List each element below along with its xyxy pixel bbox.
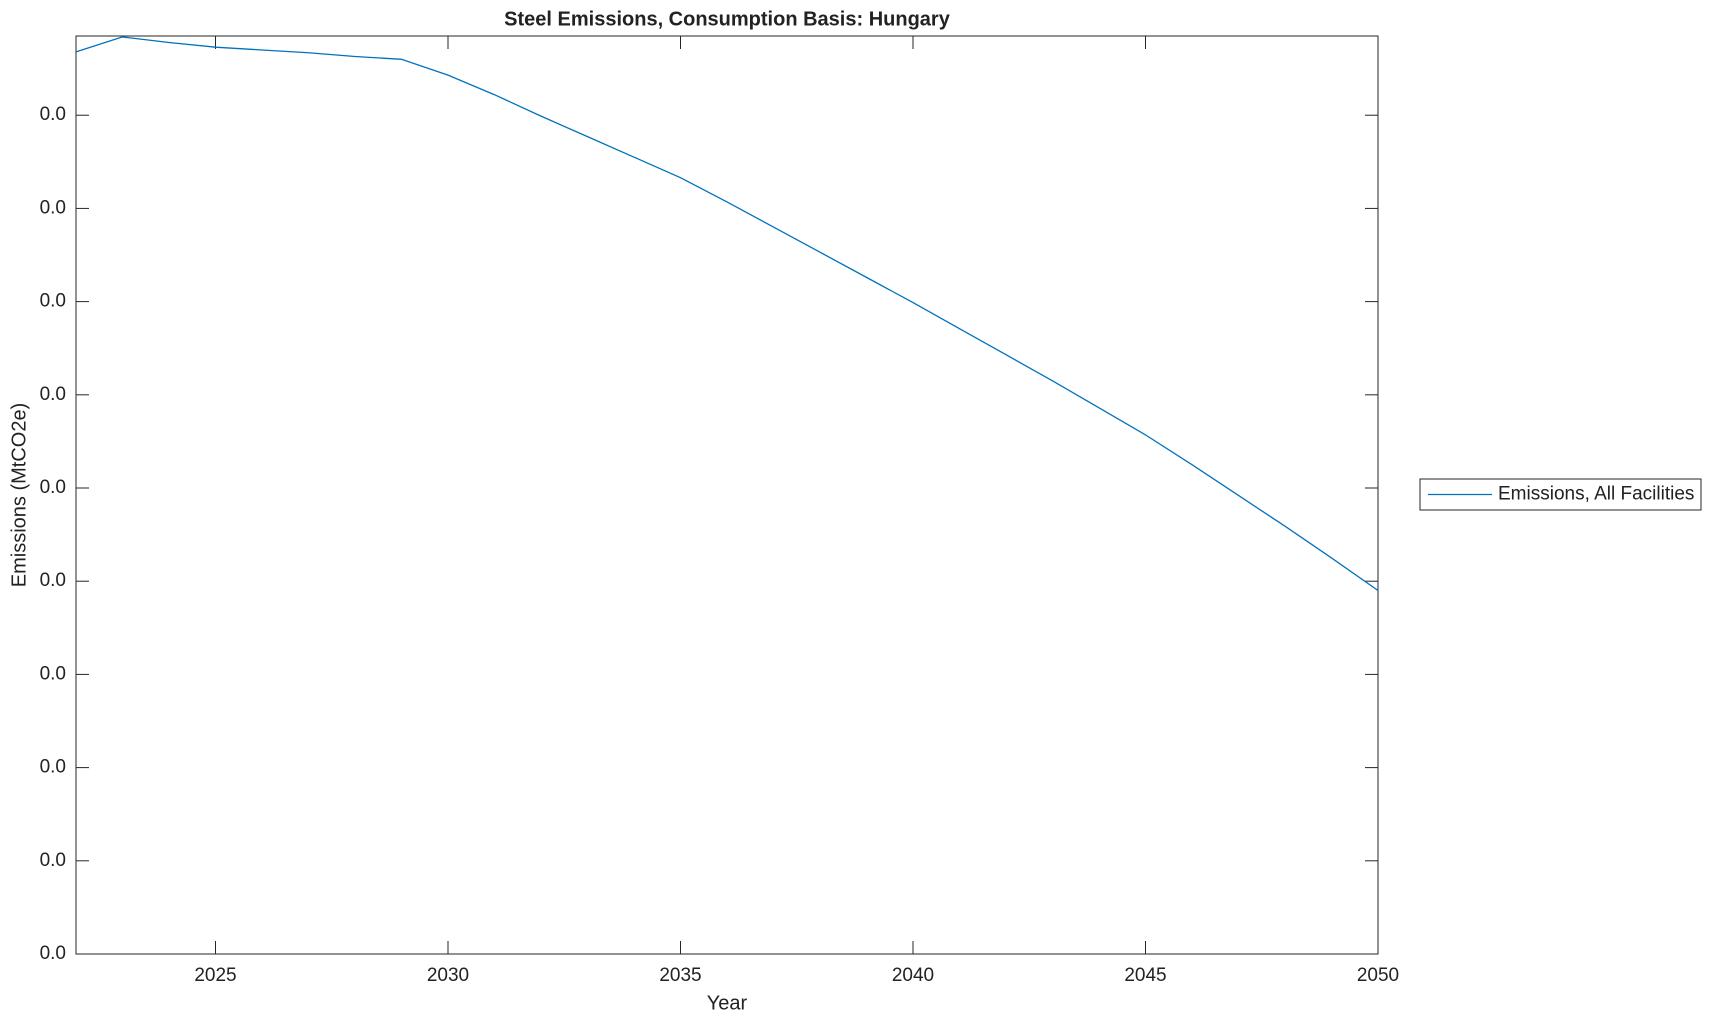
x-tick-label: 2040 — [892, 965, 934, 986]
x-tick-label: 2030 — [427, 965, 469, 986]
y-tick-label: 0.0 — [40, 104, 66, 125]
y-tick-label: 0.0 — [40, 943, 66, 964]
y-tick-label: 0.0 — [40, 663, 66, 684]
y-tick-label: 0.0 — [40, 570, 66, 591]
legend-label: Emissions, All Facilities — [1498, 484, 1694, 505]
y-tick-label: 0.0 — [40, 384, 66, 405]
y-tick-label: 0.0 — [40, 757, 66, 778]
y-tick-label: 0.0 — [40, 850, 66, 871]
x-axis-label: Year — [707, 992, 748, 1014]
x-tick-label: 2045 — [1124, 965, 1166, 986]
data-line — [75, 36, 1379, 592]
y-tick-label: 0.0 — [40, 477, 66, 498]
y-axis-label: Emissions (MtCO2e) — [8, 403, 30, 587]
x-tick-label: 2050 — [1357, 965, 1399, 986]
plot-area — [75, 35, 1379, 955]
x-tick-label: 2035 — [659, 965, 701, 986]
y-tick-label: 0.0 — [40, 291, 66, 312]
x-tick-label: 2025 — [194, 965, 236, 986]
chart-title: Steel Emissions, Consumption Basis: Hung… — [504, 8, 951, 30]
y-tick-label: 0.0 — [40, 197, 66, 218]
